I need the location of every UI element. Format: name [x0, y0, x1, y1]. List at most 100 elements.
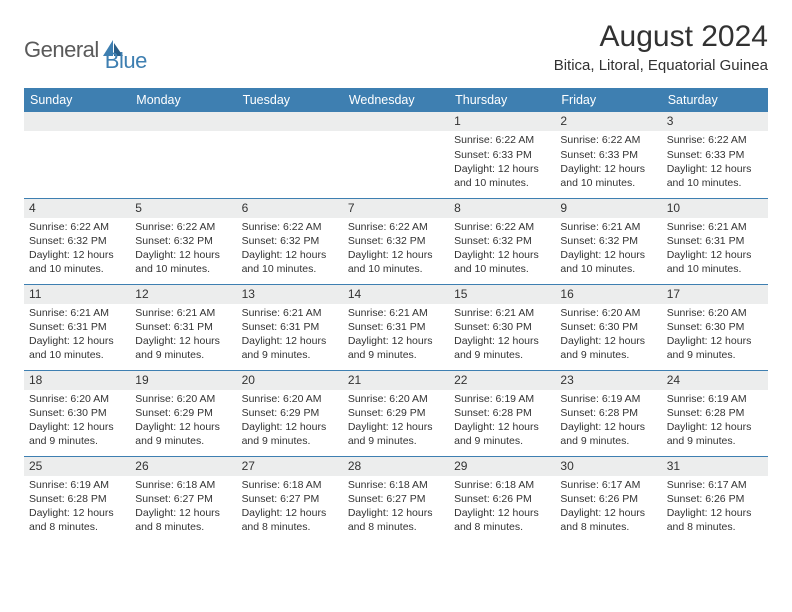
- day-cell: 20Sunrise: 6:20 AMSunset: 6:29 PMDayligh…: [237, 370, 343, 456]
- week-row: 25Sunrise: 6:19 AMSunset: 6:28 PMDayligh…: [24, 456, 768, 542]
- day-info: Sunrise: 6:20 AMSunset: 6:30 PMDaylight:…: [24, 390, 130, 453]
- day-cell: 13Sunrise: 6:21 AMSunset: 6:31 PMDayligh…: [237, 284, 343, 370]
- day-cell: [237, 112, 343, 198]
- daylight-text: and 9 minutes.: [242, 348, 338, 362]
- sunset-text: Sunset: 6:30 PM: [454, 320, 550, 334]
- day-header: Monday: [130, 88, 236, 112]
- day-cell: 8Sunrise: 6:22 AMSunset: 6:32 PMDaylight…: [449, 198, 555, 284]
- daylight-text: Daylight: 12 hours: [348, 334, 444, 348]
- daylight-text: and 9 minutes.: [242, 434, 338, 448]
- day-info: Sunrise: 6:22 AMSunset: 6:32 PMDaylight:…: [24, 218, 130, 281]
- day-cell: 23Sunrise: 6:19 AMSunset: 6:28 PMDayligh…: [555, 370, 661, 456]
- sunrise-text: Sunrise: 6:18 AM: [242, 478, 338, 492]
- sunrise-text: Sunrise: 6:19 AM: [560, 392, 656, 406]
- daylight-text: and 8 minutes.: [242, 520, 338, 534]
- month-title: August 2024: [554, 20, 768, 54]
- day-number: 22: [449, 371, 555, 390]
- day-number: [24, 112, 130, 131]
- sunrise-text: Sunrise: 6:22 AM: [135, 220, 231, 234]
- sunrise-text: Sunrise: 6:22 AM: [560, 133, 656, 147]
- day-info: Sunrise: 6:18 AMSunset: 6:27 PMDaylight:…: [343, 476, 449, 539]
- sunset-text: Sunset: 6:28 PM: [667, 406, 763, 420]
- sunrise-text: Sunrise: 6:22 AM: [454, 220, 550, 234]
- day-cell: 29Sunrise: 6:18 AMSunset: 6:26 PMDayligh…: [449, 456, 555, 542]
- header: General Blue August 2024 Bitica, Litoral…: [24, 20, 768, 74]
- day-info: Sunrise: 6:22 AMSunset: 6:33 PMDaylight:…: [662, 131, 768, 194]
- sunrise-text: Sunrise: 6:21 AM: [667, 220, 763, 234]
- day-cell: 22Sunrise: 6:19 AMSunset: 6:28 PMDayligh…: [449, 370, 555, 456]
- day-number: [343, 112, 449, 131]
- day-number: 14: [343, 285, 449, 304]
- day-number: [130, 112, 236, 131]
- sunrise-text: Sunrise: 6:21 AM: [29, 306, 125, 320]
- day-cell: 6Sunrise: 6:22 AMSunset: 6:32 PMDaylight…: [237, 198, 343, 284]
- day-cell: [343, 112, 449, 198]
- daylight-text: and 10 minutes.: [348, 262, 444, 276]
- day-number: 28: [343, 457, 449, 476]
- daylight-text: and 10 minutes.: [667, 176, 763, 190]
- sunset-text: Sunset: 6:31 PM: [135, 320, 231, 334]
- daylight-text: and 10 minutes.: [560, 176, 656, 190]
- sunrise-text: Sunrise: 6:22 AM: [242, 220, 338, 234]
- day-number: [237, 112, 343, 131]
- sunset-text: Sunset: 6:31 PM: [242, 320, 338, 334]
- day-cell: 1Sunrise: 6:22 AMSunset: 6:33 PMDaylight…: [449, 112, 555, 198]
- sunrise-text: Sunrise: 6:18 AM: [135, 478, 231, 492]
- logo-text-blue: Blue: [105, 48, 147, 74]
- day-number: 4: [24, 199, 130, 218]
- sunset-text: Sunset: 6:32 PM: [29, 234, 125, 248]
- day-info: Sunrise: 6:20 AMSunset: 6:29 PMDaylight:…: [130, 390, 236, 453]
- daylight-text: and 10 minutes.: [454, 176, 550, 190]
- day-number: 15: [449, 285, 555, 304]
- sunset-text: Sunset: 6:26 PM: [560, 492, 656, 506]
- daylight-text: and 10 minutes.: [667, 262, 763, 276]
- day-info: Sunrise: 6:18 AMSunset: 6:26 PMDaylight:…: [449, 476, 555, 539]
- sunset-text: Sunset: 6:33 PM: [454, 148, 550, 162]
- sunrise-text: Sunrise: 6:18 AM: [348, 478, 444, 492]
- sunrise-text: Sunrise: 6:20 AM: [667, 306, 763, 320]
- day-number: 27: [237, 457, 343, 476]
- sunset-text: Sunset: 6:27 PM: [348, 492, 444, 506]
- sunset-text: Sunset: 6:29 PM: [348, 406, 444, 420]
- day-cell: 27Sunrise: 6:18 AMSunset: 6:27 PMDayligh…: [237, 456, 343, 542]
- daylight-text: Daylight: 12 hours: [135, 334, 231, 348]
- day-number: 18: [24, 371, 130, 390]
- sunset-text: Sunset: 6:31 PM: [29, 320, 125, 334]
- daylight-text: Daylight: 12 hours: [667, 334, 763, 348]
- daylight-text: and 9 minutes.: [29, 434, 125, 448]
- location: Bitica, Litoral, Equatorial Guinea: [554, 57, 768, 74]
- day-cell: 11Sunrise: 6:21 AMSunset: 6:31 PMDayligh…: [24, 284, 130, 370]
- daylight-text: and 8 minutes.: [454, 520, 550, 534]
- sunset-text: Sunset: 6:29 PM: [242, 406, 338, 420]
- day-cell: 15Sunrise: 6:21 AMSunset: 6:30 PMDayligh…: [449, 284, 555, 370]
- sunrise-text: Sunrise: 6:21 AM: [560, 220, 656, 234]
- week-row: 1 Sunrise: 6:22 AMSunset: 6:33 PMDaylight…: [24, 112, 768, 198]
- day-number: 13: [237, 285, 343, 304]
- daylight-text: and 9 minutes.: [560, 348, 656, 362]
- daylight-text: and 9 minutes.: [667, 434, 763, 448]
- sunrise-text: Sunrise: 6:22 AM: [667, 133, 763, 147]
- calendar-table: Sunday Monday Tuesday Wednesday Thursday…: [24, 88, 768, 542]
- day-number: 1: [449, 112, 555, 131]
- day-info: Sunrise: 6:21 AMSunset: 6:31 PMDaylight:…: [237, 304, 343, 367]
- daylight-text: and 9 minutes.: [454, 348, 550, 362]
- day-cell: 14Sunrise: 6:21 AMSunset: 6:31 PMDayligh…: [343, 284, 449, 370]
- day-info: Sunrise: 6:21 AMSunset: 6:31 PMDaylight:…: [343, 304, 449, 367]
- day-info: Sunrise: 6:22 AMSunset: 6:32 PMDaylight:…: [449, 218, 555, 281]
- daylight-text: Daylight: 12 hours: [667, 420, 763, 434]
- day-cell: 17Sunrise: 6:20 AMSunset: 6:30 PMDayligh…: [662, 284, 768, 370]
- day-info: Sunrise: 6:21 AMSunset: 6:31 PMDaylight:…: [24, 304, 130, 367]
- daylight-text: Daylight: 12 hours: [454, 248, 550, 262]
- day-number: 9: [555, 199, 661, 218]
- day-info: Sunrise: 6:20 AMSunset: 6:30 PMDaylight:…: [662, 304, 768, 367]
- daylight-text: Daylight: 12 hours: [454, 420, 550, 434]
- day-cell: 19Sunrise: 6:20 AMSunset: 6:29 PMDayligh…: [130, 370, 236, 456]
- day-cell: 2Sunrise: 6:22 AMSunset: 6:33 PMDaylight…: [555, 112, 661, 198]
- day-header: Tuesday: [237, 88, 343, 112]
- sunset-text: Sunset: 6:27 PM: [135, 492, 231, 506]
- sunrise-text: Sunrise: 6:21 AM: [348, 306, 444, 320]
- daylight-text: Daylight: 12 hours: [348, 248, 444, 262]
- sunrise-text: Sunrise: 6:18 AM: [454, 478, 550, 492]
- daylight-text: and 8 minutes.: [560, 520, 656, 534]
- day-number: 12: [130, 285, 236, 304]
